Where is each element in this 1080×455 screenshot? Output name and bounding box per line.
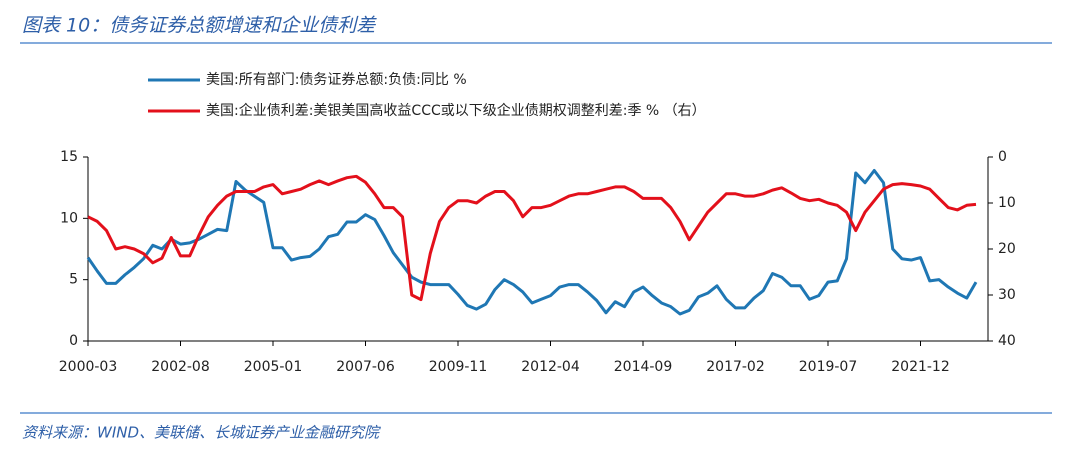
y-tick-label: 10	[60, 210, 78, 226]
y-tick-label: 0	[69, 333, 78, 349]
x-tick-label: 2019-07	[799, 359, 858, 375]
x-tick-label: 2007-06	[336, 359, 395, 375]
legend-label: 美国:企业债利差:美银美国高收益CCC或以下级企业债期权调整利差:季 % （右）	[206, 102, 706, 119]
y-tick-label: 5	[69, 272, 78, 288]
x-tick-label: 2002-08	[151, 359, 210, 375]
legend-label: 美国:所有部门:债务证券总额:负债:同比 %	[206, 72, 467, 88]
x-tick-label: 2017-02	[706, 359, 765, 375]
y2-tick-label: 0	[998, 149, 1007, 165]
series-line	[87, 174, 977, 302]
chart-title: 图表 10：债务证券总额增速和企业债利差	[22, 15, 377, 37]
x-tick-label: 2012-04	[521, 359, 580, 375]
y2-tick-label: 10	[998, 195, 1016, 211]
y2-tick-label: 20	[998, 241, 1016, 257]
y2-tick-label: 30	[998, 287, 1016, 303]
x-tick-label: 2014-09	[614, 359, 673, 375]
x-tick-label: 2000-03	[59, 359, 118, 375]
y-tick-label: 15	[60, 149, 78, 165]
x-tick-label: 2009-11	[429, 359, 488, 375]
series-line	[86, 168, 978, 316]
x-tick-label: 2005-01	[244, 359, 303, 375]
x-tick-label: 2021-12	[891, 359, 950, 375]
y2-tick-label: 40	[998, 333, 1016, 349]
source-note: 资料来源：WIND、美联储、长城证券产业金融研究院	[22, 424, 381, 442]
